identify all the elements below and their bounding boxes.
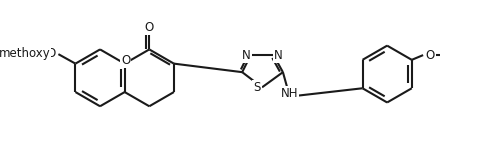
Text: O: O [425,49,434,62]
Text: O: O [46,47,55,60]
Text: O: O [144,21,154,34]
Text: O: O [121,54,130,67]
Text: NH: NH [281,87,298,100]
Text: methoxy: methoxy [0,47,50,60]
Text: S: S [253,81,261,94]
Text: N: N [274,49,282,62]
Text: N: N [242,49,250,62]
